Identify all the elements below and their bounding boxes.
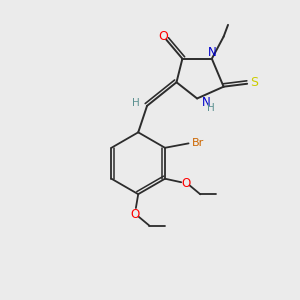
Text: S: S — [250, 76, 258, 89]
Text: O: O — [181, 177, 190, 190]
Text: H: H — [132, 98, 140, 109]
Text: N: N — [208, 46, 217, 59]
Text: Br: Br — [192, 138, 204, 148]
Text: H: H — [207, 103, 215, 113]
Text: O: O — [158, 30, 168, 43]
Text: O: O — [130, 208, 139, 221]
Text: N: N — [202, 95, 210, 109]
